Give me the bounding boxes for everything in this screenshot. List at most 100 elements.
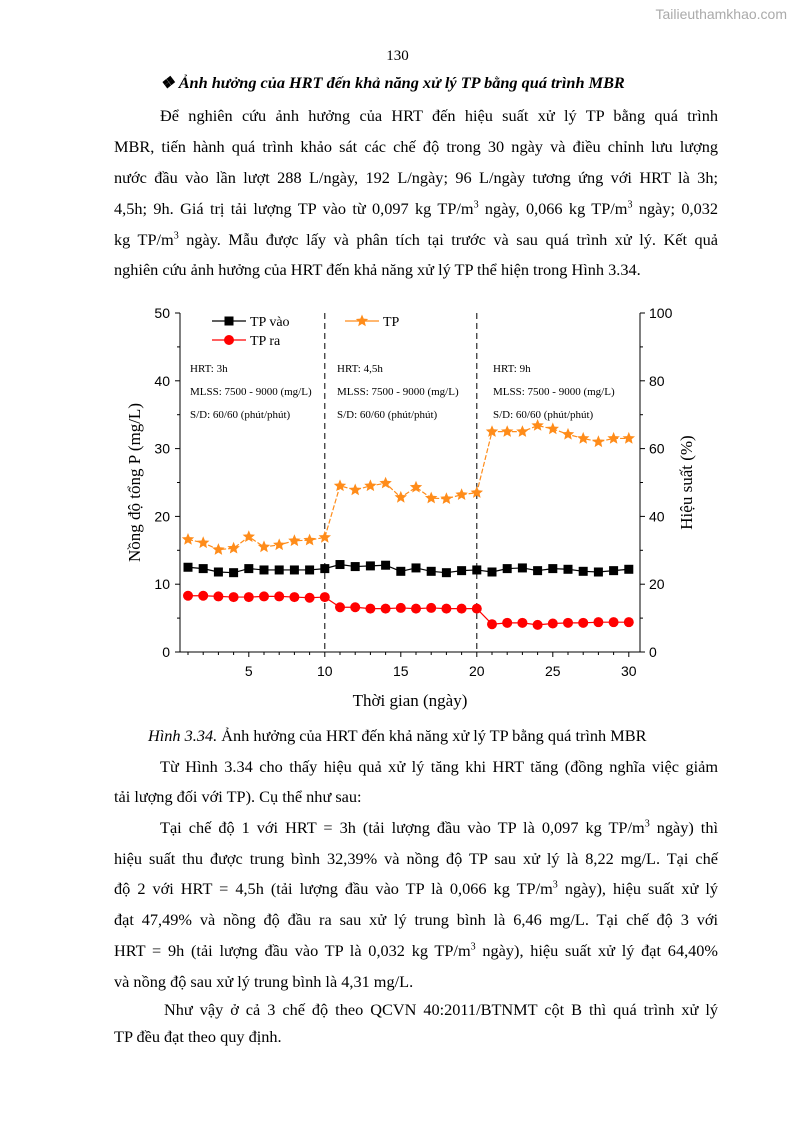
data-point [502, 617, 513, 628]
x-tick-label: 30 [621, 663, 637, 679]
y-tick-label: 20 [154, 508, 170, 524]
data-point [531, 419, 544, 431]
data-point [273, 538, 286, 551]
data-point [593, 617, 604, 628]
x-tick-label: 25 [545, 663, 561, 679]
para3-line: và nồng độ sau xử lý trung bình là 4,31 … [114, 972, 414, 991]
data-point [409, 480, 423, 493]
data-point [320, 564, 330, 574]
data-point [380, 603, 391, 614]
data-point [517, 563, 527, 573]
y-tick-label: 10 [154, 576, 170, 592]
data-point [396, 566, 406, 576]
period-annotation: MLSS: 7500 - 9000 (mg/L) [190, 386, 312, 398]
y2-tick-label: 0 [649, 644, 657, 660]
period-annotation: S/D: 60/60 (phút/phút) [493, 409, 594, 421]
data-point [425, 491, 438, 504]
data-point [350, 602, 361, 613]
series-line-star [187, 424, 629, 551]
data-point [592, 435, 605, 448]
superscript: 3 [644, 818, 650, 830]
data-point [548, 564, 558, 574]
legend-label: TP ra [250, 334, 281, 349]
y-axis-label: Nồng độ tổng P (mg/L) [125, 403, 144, 562]
legend-label: TP [383, 315, 400, 330]
data-point [472, 565, 482, 575]
text-run: HRT = 9h (tải lượng đầu vào TP là 0,032 … [114, 941, 471, 960]
data-point [471, 603, 482, 614]
chart: 0 10 20 30 40 50 0 20 40 60 80 100 5 10 15 20 25 30 Thời g… [125, 305, 696, 710]
data-point [578, 617, 589, 628]
y-tick-label: 50 [154, 305, 170, 321]
series-line-square [187, 563, 629, 574]
para3-line: hiệu suất thu được trung bình 32,39% và … [114, 849, 718, 868]
data-point [608, 617, 619, 628]
legend-marker [224, 335, 234, 345]
data-point [624, 564, 634, 574]
data-point [198, 590, 209, 601]
para4-line: TP đều đạt theo quy định. [114, 1027, 282, 1046]
y-tick-label: 40 [154, 373, 170, 389]
y2-tick-label: 60 [649, 441, 665, 457]
period-annotation: MLSS: 7500 - 9000 (mg/L) [337, 386, 459, 398]
diamond-bullet-icon: ❖ [160, 73, 175, 92]
data-point [456, 603, 467, 614]
data-point [441, 603, 452, 614]
text-run: ngày), hiệu suất xử lý [557, 879, 718, 898]
y2-tick-label: 100 [649, 305, 673, 321]
text-run: 4,5h; 9h. Giá trị tải lượng TP vào từ 0,… [114, 199, 474, 218]
text-run: ngày, 0,066 kg TP/m [478, 199, 628, 218]
data-point [578, 566, 588, 576]
data-point [455, 488, 468, 500]
para2-line: tải lượng đối với TP). Cụ thể như sau: [114, 787, 362, 806]
data-point [274, 565, 284, 575]
x-tick-label: 15 [393, 663, 409, 679]
para1-line: 4,5h; 9h. Giá trị tải lượng TP vào từ 0,… [114, 199, 718, 219]
data-point [333, 479, 347, 492]
period-annotation: HRT: 4,5h [337, 363, 383, 375]
data-point [426, 602, 437, 613]
data-point [607, 431, 620, 444]
data-point [259, 565, 269, 575]
data-point [304, 592, 315, 603]
data-point [547, 618, 558, 629]
data-point [440, 492, 453, 504]
para1-line: MBR, tiến hành quá trình khảo sát các ch… [114, 137, 718, 156]
data-point [183, 590, 193, 601]
y-tick-label: 0 [162, 644, 170, 660]
data-point [259, 591, 269, 602]
text-run: Tại chế độ 1 với HRT = 3h (tải lượng đầu… [160, 818, 645, 837]
data-point [426, 566, 436, 576]
text-run: ngày. Mẫu được lấy và phân tích tại trướ… [178, 230, 719, 249]
period-annotation: HRT: 3h [190, 363, 228, 375]
text-run: độ 2 với HRT = 4,5h (tải lượng đầu vào T… [114, 879, 553, 898]
series-line-circle [188, 595, 629, 626]
data-point [502, 564, 512, 574]
data-point [563, 564, 573, 574]
data-point [441, 568, 451, 578]
data-point [533, 566, 543, 576]
data-point [379, 476, 392, 489]
para2-line: Từ Hình 3.34 cho thấy hiệu quả xử lý tăn… [160, 757, 718, 776]
data-point [350, 562, 360, 572]
period-annotation: HRT: 9h [493, 363, 531, 375]
x-tick-label: 10 [317, 663, 333, 679]
data-point [288, 534, 301, 547]
data-point [305, 565, 315, 575]
data-point [365, 561, 375, 571]
data-point [257, 540, 271, 553]
data-point [622, 431, 635, 444]
period-annotation: S/D: 60/60 (phút/phút) [190, 409, 291, 421]
data-point [487, 567, 497, 577]
data-point [487, 619, 497, 630]
text-run: ngày), hiệu suất xử lý đạt 64,40% [475, 941, 718, 960]
para1-line: nghiên cứu ảnh hưởng của HRT đến khả năn… [114, 260, 641, 279]
data-point [318, 530, 331, 543]
data-point [364, 479, 377, 492]
legend-marker [355, 314, 369, 327]
text-run: ngày) thì [649, 818, 718, 837]
para3-line: đạt 47,49% và nồng độ đầu ra sau xử lý t… [114, 910, 718, 929]
data-point [183, 562, 193, 572]
data-point [303, 533, 316, 546]
